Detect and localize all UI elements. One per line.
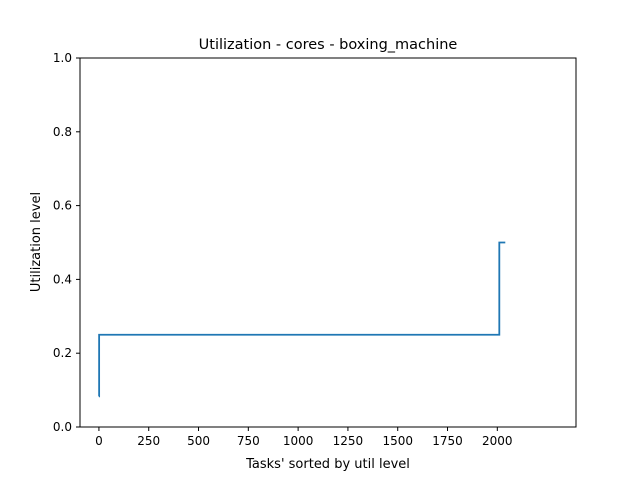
y-tick-label: 1.0 [53, 51, 72, 65]
y-tick-label: 0.0 [53, 420, 72, 434]
x-axis-label: Tasks' sorted by util level [245, 457, 410, 472]
x-tick-label: 1000 [283, 434, 314, 448]
y-axis-label: Utilization level [29, 192, 44, 292]
x-tick-label: 1750 [432, 434, 463, 448]
x-tick-label: 0 [95, 434, 103, 448]
x-tick-label: 1250 [333, 434, 364, 448]
chart-title: Utilization - cores - boxing_machine [199, 37, 458, 53]
x-tick-label: 250 [137, 434, 160, 448]
axes: 0 250 500 750 1000 1250 1500 1750 2000 0.0 0.2 0.4 0… [53, 51, 577, 448]
y-tick-label: 0.8 [53, 125, 72, 139]
x-tick-label: 2000 [482, 434, 513, 448]
axes-frame [79, 57, 577, 428]
plot-area [98, 241, 506, 398]
y-tick-label: 0.2 [53, 346, 72, 360]
y-tick-label: 0.6 [53, 199, 72, 213]
y-tick-label: 0.4 [53, 272, 72, 286]
x-tick-label: 750 [237, 434, 260, 448]
x-tick-label: 500 [187, 434, 210, 448]
series-line-0 [98, 241, 506, 398]
x-tick-label: 1500 [382, 434, 413, 448]
